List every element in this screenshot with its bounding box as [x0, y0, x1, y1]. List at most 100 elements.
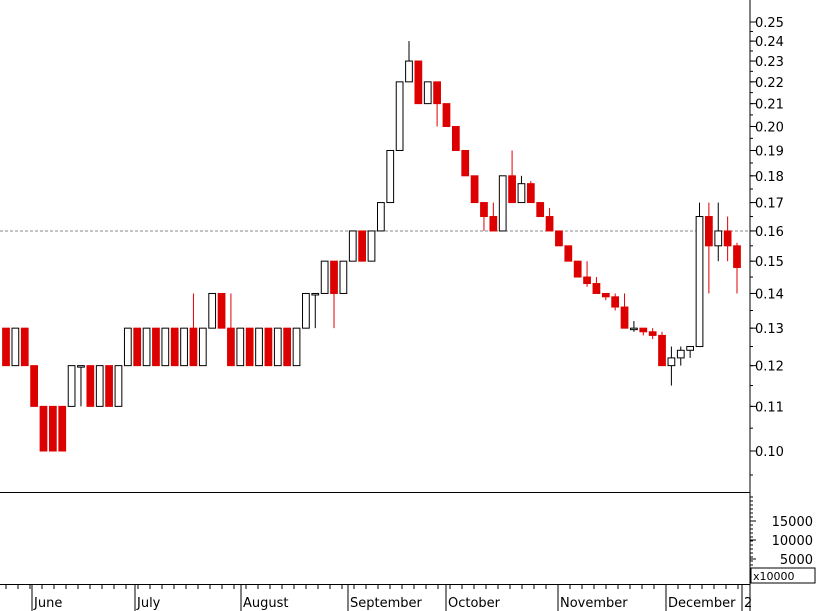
candle: [480, 202, 488, 231]
candle: [105, 365, 113, 407]
candle-body: [705, 216, 713, 247]
candle-body: [123, 327, 132, 367]
candle: [451, 125, 460, 151]
candle-body: [526, 183, 535, 204]
candle-body: [405, 60, 413, 83]
candle: [302, 292, 310, 329]
candle: [348, 230, 357, 262]
candle: [601, 292, 610, 301]
candle-body: [386, 149, 395, 204]
candle-body: [686, 346, 695, 351]
month-label: July: [136, 596, 161, 611]
candle: [423, 81, 432, 105]
price-tick-label: 0.13: [755, 322, 784, 337]
candle: [123, 327, 132, 367]
month-label: September: [350, 596, 423, 611]
price-tick-label: 0.14: [755, 287, 784, 302]
candle: [292, 327, 301, 367]
candle: [508, 150, 516, 204]
candle: [20, 327, 29, 367]
candle: [227, 293, 235, 367]
candle: [573, 260, 582, 278]
candle: [161, 327, 170, 367]
candle: [30, 365, 38, 407]
candle-body: [198, 327, 207, 367]
candle-body: [433, 81, 441, 105]
month-label: 2: [744, 596, 752, 611]
candle-body: [58, 405, 67, 452]
candle-body: [20, 327, 29, 367]
volume-panel: 15000 10000 5000 x10000: [750, 496, 816, 584]
candle: [470, 175, 479, 204]
candle: [705, 202, 713, 294]
candle-body: [573, 260, 582, 278]
candle-body: [142, 327, 151, 367]
candle: [67, 365, 76, 407]
price-tick-label: 0.15: [755, 255, 784, 270]
price-tick-label: 0.11: [755, 400, 784, 415]
candle-body: [339, 260, 348, 294]
candle-body: [39, 405, 48, 452]
candle-body: [114, 365, 123, 407]
candle-body: [208, 292, 217, 329]
price-tick-label: 0.25: [755, 16, 784, 31]
candle: [536, 202, 545, 218]
volume-tick-label: 15000: [772, 515, 813, 530]
candle-body: [676, 349, 685, 359]
candle: [236, 327, 245, 367]
candle: [170, 327, 179, 367]
candle: [283, 327, 292, 367]
candle: [48, 405, 57, 452]
candle: [620, 293, 629, 329]
candle-body: [152, 327, 160, 367]
candle: [676, 346, 685, 366]
candle: [311, 292, 320, 329]
candle-body: [723, 230, 732, 247]
candle-body: [395, 81, 404, 151]
candle-body: [498, 175, 507, 232]
candle: [11, 327, 20, 367]
candle: [517, 175, 526, 204]
candle: [733, 242, 741, 294]
candle-body: [320, 260, 329, 294]
candle-body: [302, 292, 310, 329]
time-axis: June July August September October November De…: [5, 584, 752, 611]
candle-body: [161, 327, 170, 367]
candle: [86, 365, 95, 407]
price-tick-label: 0.18: [755, 170, 784, 185]
candle-body: [283, 327, 292, 367]
candle-body: [555, 230, 563, 247]
candle-body: [536, 202, 545, 218]
candle-body: [330, 260, 338, 294]
candle-body: [189, 327, 198, 367]
candle-body: [67, 365, 76, 407]
candle-body: [583, 276, 591, 285]
candle-body: [105, 365, 113, 407]
candle-body: [489, 216, 498, 232]
candle-body: [423, 81, 432, 105]
candle: [189, 293, 198, 367]
price-tick-label: 0.21: [755, 98, 784, 113]
candle-body: [2, 327, 10, 367]
candle-body: [508, 175, 516, 204]
candle: [39, 405, 48, 452]
price-tick-label: 0.20: [755, 120, 784, 135]
candle-body: [592, 283, 601, 294]
candle: [198, 327, 207, 367]
candle-body: [545, 216, 554, 232]
candle-body: [733, 245, 741, 268]
candle: [142, 327, 151, 367]
volume-tick-label: 10000: [772, 534, 813, 549]
candle: [442, 103, 451, 127]
candle-body: [470, 175, 479, 204]
candle-body: [86, 365, 95, 407]
candle: [339, 260, 348, 294]
candle: [133, 327, 142, 367]
candle: [77, 365, 85, 407]
candle-body: [348, 230, 357, 262]
candle: [376, 202, 385, 232]
candle-body: [442, 103, 451, 127]
candle: [686, 346, 695, 358]
candle-body: [611, 296, 620, 308]
candle-body: [255, 327, 263, 367]
